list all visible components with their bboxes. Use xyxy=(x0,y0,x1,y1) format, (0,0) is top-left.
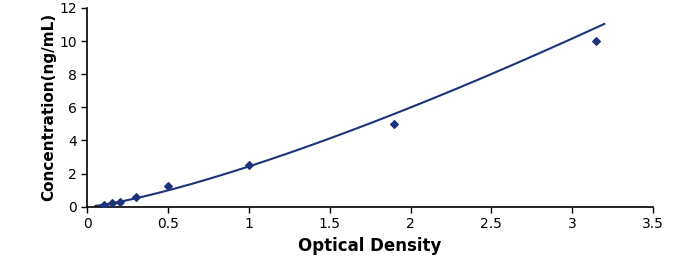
X-axis label: Optical Density: Optical Density xyxy=(298,237,442,255)
Y-axis label: Concentration(ng/mL): Concentration(ng/mL) xyxy=(42,13,57,201)
